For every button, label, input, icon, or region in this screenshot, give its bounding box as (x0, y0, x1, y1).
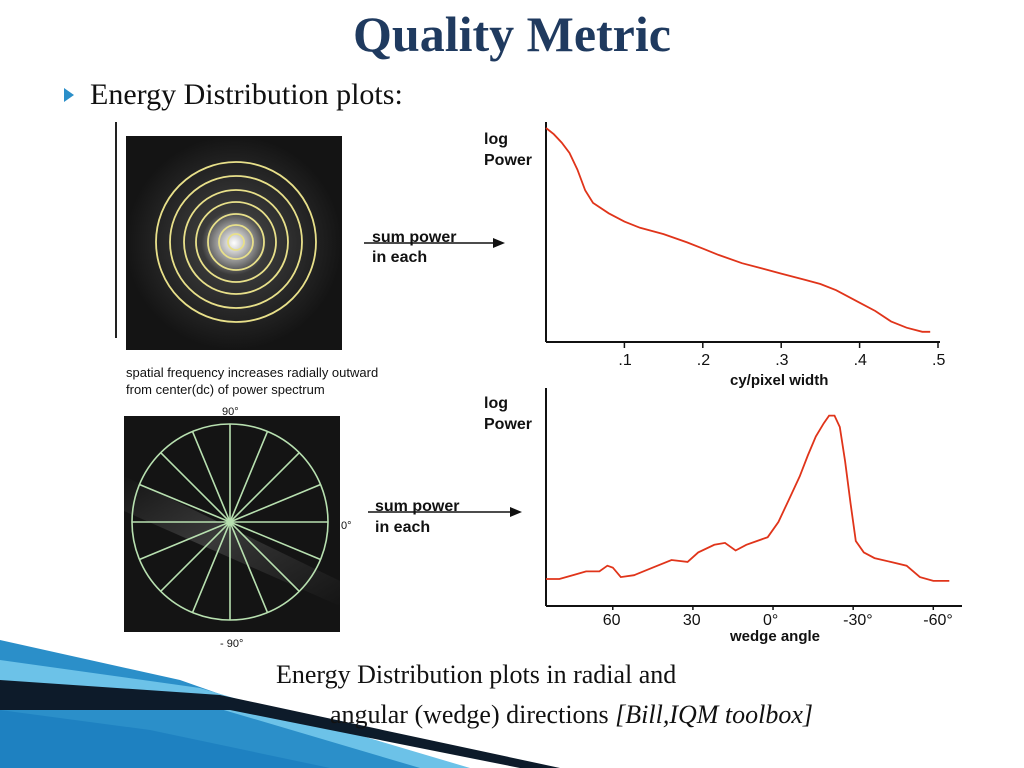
bullet-text: Energy Distribution plots: (90, 78, 403, 111)
top-chart-ylabel-1: log (484, 131, 508, 148)
decorative-swoosh (0, 640, 560, 768)
x-tick-label: 60 (602, 612, 621, 629)
radial-energy-chart (545, 122, 940, 348)
radial-image-caption-2: from center(dc) of power spectrum (126, 382, 325, 397)
radial-arrow-label-2: in each (372, 249, 428, 266)
x-tick-label: .5 (932, 352, 946, 369)
radial-arrow-label-1: sum power (372, 229, 457, 246)
wedge-spoke (191, 431, 269, 613)
angle-label-right: 0° (341, 520, 352, 532)
ring (207, 213, 265, 271)
bottom-chart-xlabel: wedge angle (730, 628, 821, 645)
bottom-chart-ylabel-1: log (484, 395, 508, 412)
ring (155, 161, 317, 323)
angle-label-bottom: - 90° (220, 638, 244, 650)
ring (195, 201, 277, 283)
caption-text: angular (wedge) directions (330, 700, 609, 729)
ring (183, 189, 289, 295)
angular-arrow-label-2: in each (375, 519, 431, 536)
ring (218, 224, 254, 260)
top-chart-xlabel: cy/pixel width (730, 372, 829, 389)
figure-caption-line-1: Energy Distribution plots in radial and (276, 660, 677, 689)
angular-arrow (368, 507, 522, 517)
divider-line (115, 122, 117, 338)
x-tick-label: .2 (696, 352, 711, 369)
radial-image-caption-1: spatial frequency increases radially out… (126, 365, 379, 380)
angular-power-spectrum-image (124, 416, 340, 632)
x-tick-label: .4 (853, 352, 867, 369)
radial-arrow (364, 238, 505, 248)
ring (227, 233, 245, 251)
radial-energy-line (545, 127, 931, 333)
bullet-item: Energy Distribution plots: (64, 78, 403, 112)
x-tick-label: .3 (775, 352, 789, 369)
bottom-chart-ylabel-2: Power (484, 416, 533, 433)
figure-caption-line-2: angular (wedge) directions [Bill,IQM too… (330, 700, 813, 730)
x-tick-label: .1 (618, 352, 632, 369)
caption-citation: [Bill,IQM toolbox] (615, 700, 814, 729)
triangle-bullet-icon (64, 88, 74, 102)
angular-energy-chart (545, 388, 962, 610)
angular-energy-line (546, 414, 950, 582)
x-tick-label: -30° (843, 612, 873, 629)
x-tick-label: 30 (682, 612, 701, 629)
x-tick-label: 0° (763, 612, 779, 629)
angular-arrow-label-1: sum power (375, 498, 460, 515)
angle-label-top: 90° (222, 406, 239, 418)
ring (169, 175, 303, 309)
slide-title: Quality Metric (353, 6, 671, 62)
x-tick-label: -60° (923, 612, 953, 629)
top-chart-ylabel-2: Power (484, 152, 533, 169)
radial-power-spectrum-image (126, 136, 342, 350)
